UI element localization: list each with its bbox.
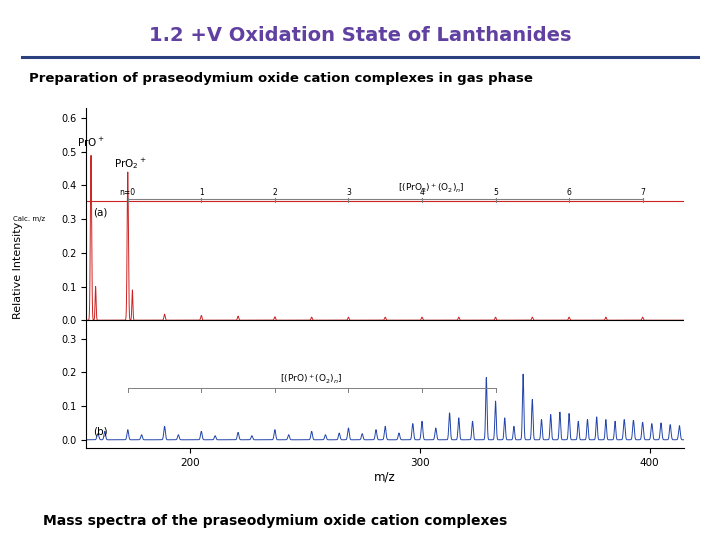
Text: [(PrO$_2$)$^+$(O$_2$)$_n$]: [(PrO$_2$)$^+$(O$_2$)$_n$]: [398, 182, 464, 195]
Text: 1: 1: [199, 188, 204, 197]
Text: n=0: n=0: [120, 188, 136, 197]
Text: Mass spectra of the praseodymium oxide cation complexes: Mass spectra of the praseodymium oxide c…: [43, 514, 508, 528]
Text: PrO$^+$: PrO$^+$: [77, 136, 104, 148]
Text: 6: 6: [567, 188, 572, 197]
Text: 4: 4: [420, 188, 424, 197]
Text: 3: 3: [346, 188, 351, 197]
Text: Relative Intensity: Relative Intensity: [13, 221, 23, 319]
Text: Preparation of praseodymium oxide cation complexes in gas phase: Preparation of praseodymium oxide cation…: [29, 72, 533, 85]
Text: 5: 5: [493, 188, 498, 197]
Text: Calc. m/z: Calc. m/z: [13, 216, 45, 222]
Text: PrO$_2$$^+$: PrO$_2$$^+$: [114, 156, 147, 171]
Text: 7: 7: [640, 188, 645, 197]
Text: 2: 2: [272, 188, 277, 197]
Text: (a): (a): [94, 207, 108, 218]
X-axis label: m/z: m/z: [374, 471, 396, 484]
Text: 1.2 +V Oxidation State of Lanthanides: 1.2 +V Oxidation State of Lanthanides: [149, 25, 571, 45]
Text: (b): (b): [94, 427, 108, 436]
Text: [(PrO)$^+$(O$_2$)$_n$]: [(PrO)$^+$(O$_2$)$_n$]: [281, 373, 343, 386]
